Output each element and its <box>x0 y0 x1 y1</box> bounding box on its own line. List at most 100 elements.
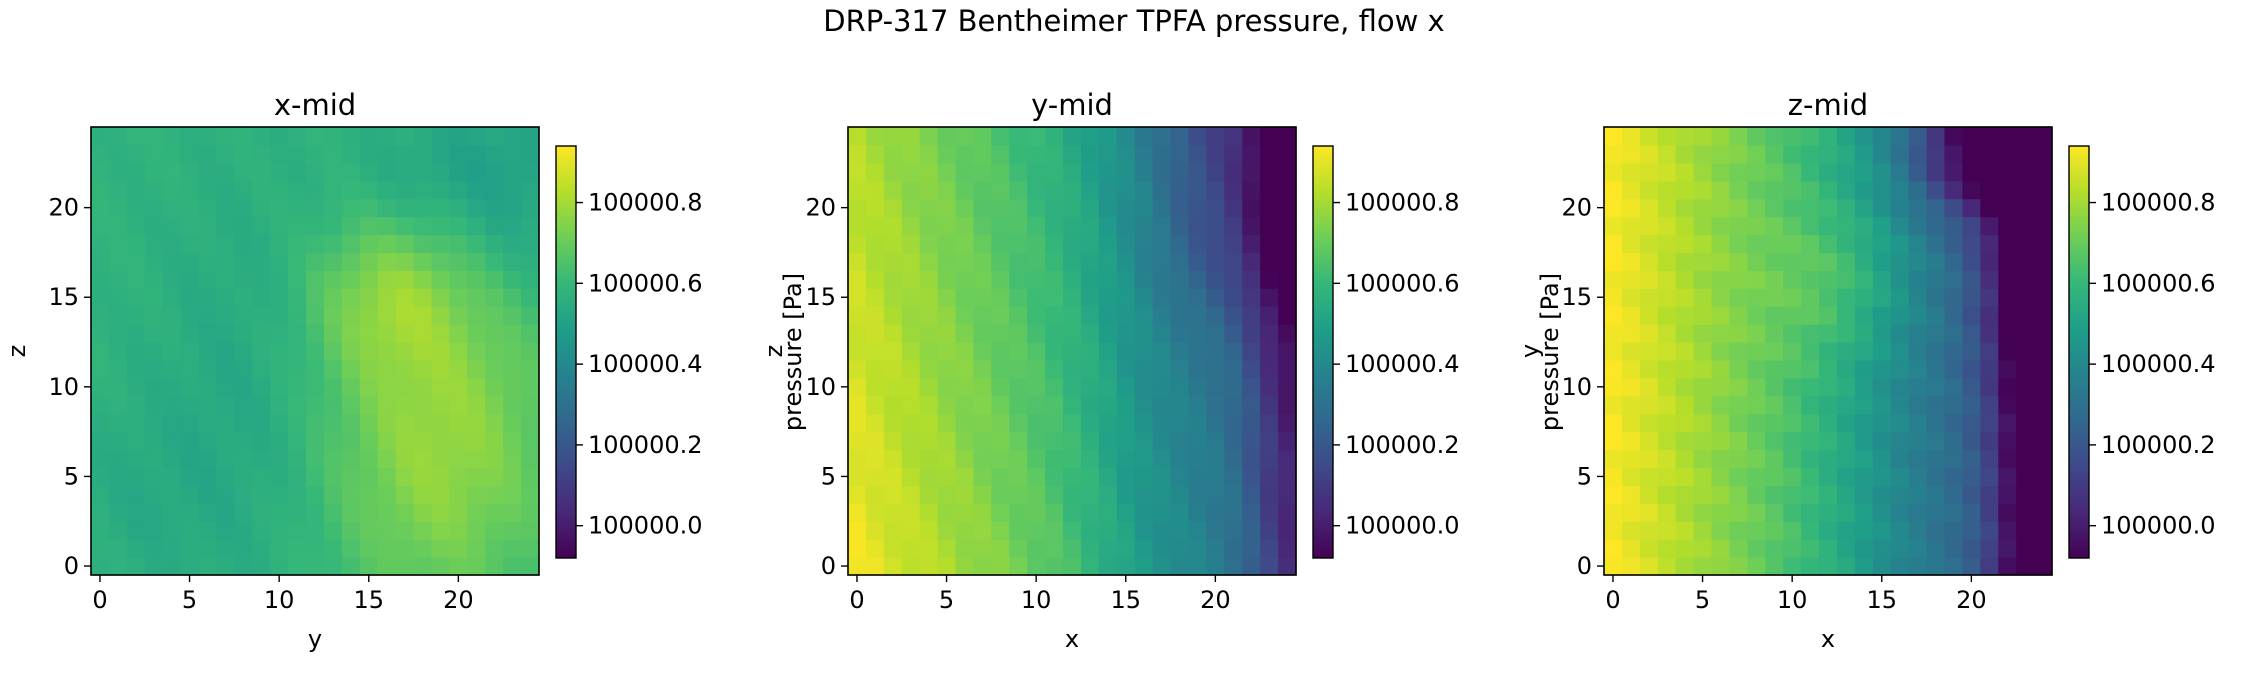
heatmap-cell <box>144 216 164 236</box>
heatmap-cell <box>1872 216 1892 236</box>
heatmap-cell <box>323 162 343 182</box>
heatmap-cell <box>1009 359 1028 379</box>
heatmap-cell <box>1621 359 1641 379</box>
heatmap-cell <box>288 162 307 182</box>
heatmap-cell <box>1801 503 1820 522</box>
heatmap-cell <box>126 431 146 451</box>
heatmap-cell <box>180 127 200 146</box>
heatmap-cell <box>377 449 397 469</box>
heatmap-cell <box>1152 485 1172 504</box>
heatmap-cell <box>1801 252 1820 271</box>
heatmap-cell <box>991 503 1010 522</box>
heatmap-cell <box>1783 144 1802 164</box>
heatmap-cell <box>1944 270 1963 289</box>
heatmap-cell <box>1801 467 1820 486</box>
heatmap-cell <box>848 557 867 576</box>
heatmap-cell <box>1260 306 1279 325</box>
heatmap-cell <box>467 485 486 504</box>
heatmap-cell <box>1080 144 1100 164</box>
heatmap-cell <box>2016 467 2035 486</box>
heatmap-cell <box>144 449 164 469</box>
heatmap-cell <box>955 449 975 469</box>
heatmap-cell <box>270 127 289 146</box>
heatmap-cell <box>1188 431 1207 451</box>
heatmap-cell <box>1675 467 1695 486</box>
heatmap-cell <box>449 252 468 271</box>
heatmap-cell <box>1152 198 1172 218</box>
heatmap-cell <box>1657 521 1677 540</box>
heatmap-cell <box>1890 467 1910 486</box>
heatmap-cell <box>901 234 921 254</box>
heatmap-cell <box>1009 252 1028 271</box>
heatmap-cell <box>234 431 253 451</box>
heatmap-cell <box>1206 306 1225 325</box>
y-axis-label: z <box>760 345 788 358</box>
heatmap-cell <box>288 144 307 164</box>
heatmap-cell <box>1675 324 1695 343</box>
x-tick-label: 20 <box>1200 586 1231 614</box>
heatmap-cell <box>1260 413 1279 433</box>
heatmap-cell <box>180 306 200 325</box>
heatmap-cell <box>1765 234 1784 254</box>
heatmap-cell <box>1657 377 1677 397</box>
heatmap-cell <box>1729 449 1748 469</box>
heatmap-cell <box>323 467 343 486</box>
heatmap-cell <box>1639 324 1659 343</box>
heatmap-cell <box>1854 144 1874 164</box>
heatmap-cell <box>91 234 110 254</box>
heatmap-cell <box>1027 521 1046 540</box>
heatmap-cell <box>198 288 218 307</box>
y-tick-label: 20 <box>805 194 836 222</box>
heatmap-cell <box>1944 377 1963 397</box>
heatmap-cell <box>306 485 325 504</box>
heatmap-cell <box>1729 288 1748 307</box>
heatmap-cell <box>1693 306 1713 325</box>
heatmap-cell <box>1944 180 1963 200</box>
heatmap-cell <box>234 521 253 540</box>
heatmap-cell <box>848 198 867 218</box>
heatmap-cell <box>1890 144 1910 164</box>
heatmap-cell <box>91 216 110 236</box>
heatmap-cell <box>1621 306 1641 325</box>
heatmap-cell <box>848 377 867 397</box>
heatmap-cell <box>1188 306 1207 325</box>
heatmap-cell <box>1045 467 1064 486</box>
heatmap-cell <box>1962 377 1981 397</box>
heatmap-cell <box>1134 557 1154 576</box>
heatmap-cell <box>306 324 325 343</box>
heatmap-cell <box>1890 377 1910 397</box>
heatmap-cell <box>2016 395 2035 415</box>
heatmap-cell <box>1242 539 1261 558</box>
heatmap-cell <box>2034 144 2053 164</box>
heatmap-cell <box>1980 503 1999 522</box>
heatmap-cell <box>2034 270 2053 289</box>
panel-title: x-mid <box>274 88 356 122</box>
heatmap-cell <box>395 127 415 146</box>
heatmap-cell <box>1224 127 1243 146</box>
heatmap-cell <box>1693 485 1713 504</box>
heatmap-cell <box>503 395 522 415</box>
heatmap-cell <box>180 467 200 486</box>
heatmap-cell <box>1621 288 1641 307</box>
heatmap-cell <box>1657 270 1677 289</box>
heatmap-cell <box>901 144 921 164</box>
heatmap-cell <box>1170 431 1190 451</box>
heatmap-cell <box>1819 270 1838 289</box>
y-tick-label: 0 <box>64 552 79 580</box>
heatmap-cell <box>1604 521 1623 540</box>
heatmap-cell <box>973 234 992 254</box>
heatmap-cell <box>1278 413 1297 433</box>
heatmap-cell <box>503 252 522 271</box>
heatmap-cell <box>848 467 867 486</box>
heatmap-cell <box>1962 198 1981 218</box>
heatmap-cell <box>1063 306 1082 325</box>
heatmap-cell <box>937 413 957 433</box>
heatmap-cell <box>1890 270 1910 289</box>
heatmap-cell <box>1116 144 1136 164</box>
heatmap-cell <box>1675 216 1695 236</box>
heatmap-cell <box>306 557 325 576</box>
heatmap-cell <box>1242 162 1261 182</box>
heatmap-cell <box>2016 539 2035 558</box>
heatmap-cell <box>848 431 867 451</box>
heatmap-cell <box>449 306 468 325</box>
